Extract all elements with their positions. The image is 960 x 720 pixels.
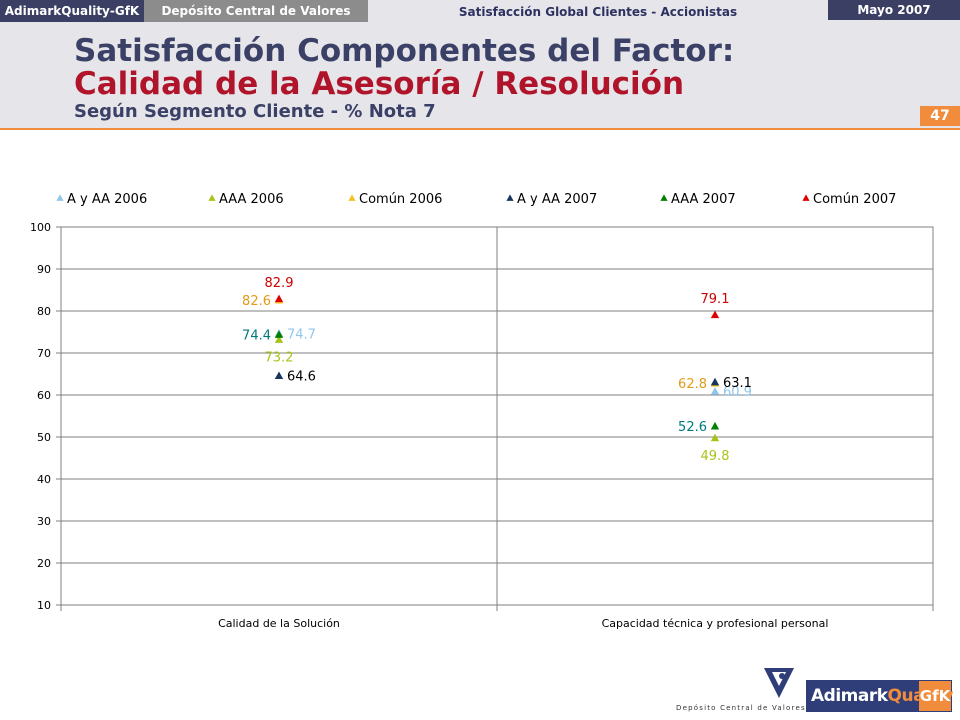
legend-marker: [660, 194, 668, 201]
y-tick-label: 20: [37, 557, 51, 570]
legend-marker: [802, 194, 810, 201]
data-point-marker: [710, 377, 720, 386]
page-number-badge: 47: [920, 106, 960, 126]
x-category-label: Capacidad técnica y profesional personal: [602, 617, 829, 630]
chart-gridlines: [60, 226, 934, 611]
data-point-marker: [710, 421, 720, 430]
page-subtitle: Según Segmento Cliente - % Nota 7: [74, 101, 436, 122]
chart-marks: 74.7 60.9 73.2 49.8 82.6 62.8 64.6 63.1 74.4 52.6…: [242, 276, 752, 464]
data-label: 60.9: [723, 385, 752, 400]
data-point-marker: [274, 294, 284, 303]
data-label: 64.6: [287, 370, 316, 385]
data-point-marker: [274, 371, 284, 380]
y-tick-label: 70: [37, 347, 51, 360]
y-tick-label: 60: [37, 389, 51, 402]
legend-label: A y AA 2007: [517, 192, 597, 207]
legend-label: Común 2007: [813, 192, 896, 207]
scatter-chart: A y AA 2006 AAA 2006 Común 2006 A y AA 2007…: [30, 192, 934, 630]
data-point-marker: [274, 330, 284, 338]
legend-marker: [506, 194, 514, 201]
y-tick-label: 40: [37, 473, 51, 486]
data-label: 73.2: [265, 351, 294, 366]
data-label: 82.6: [242, 294, 271, 309]
page-title-factor: Calidad de la Asesoría / Resolución: [74, 66, 685, 102]
data-point-marker: [710, 310, 720, 319]
page-title: Satisfacción Componentes del Factor:: [74, 33, 735, 69]
top-bar: AdimarkQuality-GfK Depósito Central de V…: [0, 0, 960, 24]
data-point-marker: [274, 335, 284, 343]
gfk-logo-box: GfK: [919, 681, 951, 711]
data-point-marker: [710, 387, 720, 395]
chart-axes: 10 20 30 40 50 60 70 80 90 100 Calidad de la Soluc…: [30, 221, 934, 630]
y-tick-label: 30: [37, 515, 51, 528]
dcv-logo: [764, 668, 794, 698]
legend-label: AAA 2007: [671, 192, 736, 207]
data-point-marker: [710, 433, 720, 442]
chart-legend: A y AA 2006 AAA 2006 Común 2006 A y AA 2007…: [56, 192, 896, 207]
legend-marker: [208, 194, 216, 201]
brand-tag: AdimarkQuality-GfK: [0, 0, 144, 22]
y-tick-label: 100: [30, 221, 51, 234]
study-title: Satisfacción Global Clientes - Accionist…: [458, 5, 738, 19]
data-label: 82.9: [265, 276, 294, 291]
dcv-logo-text: Depósito Central de Valores: [676, 704, 806, 712]
header-panel: [0, 24, 960, 130]
date-tag: Mayo 2007: [828, 0, 960, 20]
legend-label: AAA 2006: [219, 192, 284, 207]
data-label: 79.1: [701, 292, 730, 307]
y-tick-label: 80: [37, 305, 51, 318]
legend-label: Común 2006: [359, 192, 442, 207]
legend-label: A y AA 2006: [67, 192, 147, 207]
data-label: 52.6: [678, 420, 707, 435]
client-tag: Depósito Central de Valores: [144, 0, 368, 22]
y-tick-label: 10: [37, 599, 51, 612]
x-category-label: Calidad de la Solución: [218, 617, 340, 630]
data-label: 74.4: [242, 329, 271, 344]
adimark-gfk-logo: AdimarkQuality GfK: [806, 680, 953, 712]
data-label: 74.7: [287, 327, 316, 342]
legend-marker: [56, 194, 64, 201]
data-label: 62.8: [678, 377, 707, 392]
legend-marker: [348, 194, 356, 201]
y-tick-label: 90: [37, 263, 51, 276]
y-tick-label: 50: [37, 431, 51, 444]
data-label: 49.8: [701, 449, 730, 464]
data-label: 63.1: [723, 376, 752, 391]
